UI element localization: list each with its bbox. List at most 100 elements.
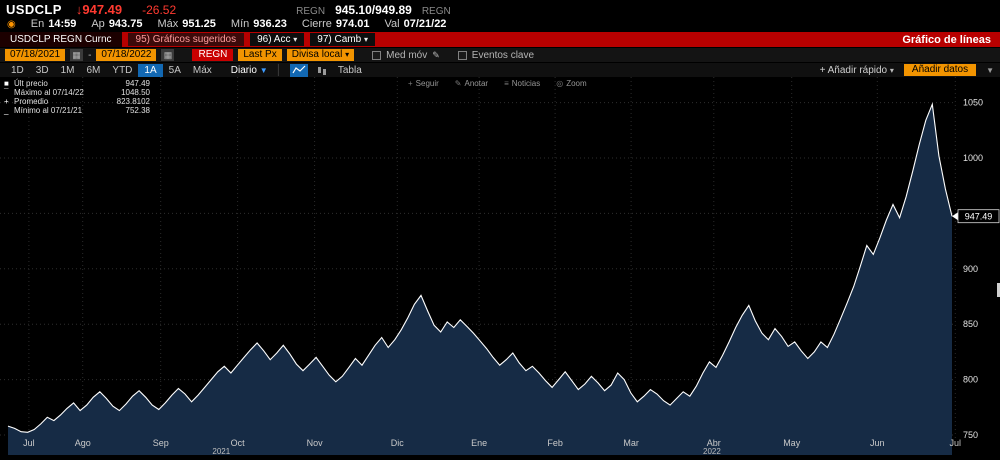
line-chart-icon	[292, 65, 306, 74]
period-buttons: 1D 3D 1M 6M YTD 1A 5A Máx	[5, 63, 218, 77]
source-badge[interactable]: REGN	[192, 49, 234, 61]
currency-select[interactable]: Divisa local ▾	[286, 49, 355, 61]
chevron-down-icon: ▾	[293, 35, 298, 44]
toolbar-dates: 07/18/2021 ▦ - 07/18/2022 ▦ REGN Last Px…	[0, 47, 1000, 62]
table-button[interactable]: Tabla	[337, 64, 362, 76]
period-button-1D[interactable]: 1D	[11, 64, 24, 76]
legend-marker-icon: _	[4, 106, 9, 115]
month-label: Feb	[547, 438, 563, 448]
price-chart[interactable]: 75080085090095010001050JulAgoSepOctNovDi…	[0, 77, 1000, 456]
candlestick-icon	[317, 66, 326, 75]
y-tick-label: 900	[963, 264, 978, 274]
month-label: Abr	[707, 438, 721, 448]
quote-field-val: Val 07/21/22	[384, 18, 447, 30]
anotar-icon: ✎	[454, 79, 462, 88]
chart-tool-anotar[interactable]: ✎ Anotar	[454, 79, 489, 88]
last-price-badge-value: 947.49	[965, 212, 993, 222]
quote-field-cierre: Cierre 974.01	[301, 18, 370, 30]
chevron-down-icon: ▾	[345, 50, 350, 59]
ticker-symbol: USDCLP	[6, 2, 62, 17]
date-from-input[interactable]: 07/18/2021	[5, 49, 66, 61]
page-title: Gráfico de líneas	[902, 33, 991, 46]
quote-fields: En 14:59 Ap 943.75 Máx 951.25 Mín 936.23 Cierre 9…	[31, 18, 447, 30]
chart-legend: ■ Últ precio 947.49 ¯ Máximo al 07/14/22 1048…	[4, 79, 150, 115]
price-source: REGN	[296, 6, 326, 17]
calendar-icon[interactable]: ▦	[161, 49, 175, 61]
month-label: Jul	[950, 438, 962, 448]
scrollbar-thumb[interactable]	[997, 283, 1000, 297]
date-range-dash: -	[88, 49, 92, 61]
noticias-icon: ≡	[504, 79, 509, 88]
month-label: May	[783, 438, 801, 448]
quote-panel: USDCLP ↓947.49 -26.52 REGN 945.10/949.89…	[0, 0, 1000, 32]
chart-tool-noticias[interactable]: ≡ Noticias	[504, 79, 541, 88]
month-label: Jul	[23, 438, 35, 448]
quote-field-máx: Máx 951.25	[157, 18, 216, 30]
chevron-down-icon: ▼	[259, 65, 268, 75]
candle-chart-type-button[interactable]	[313, 64, 331, 77]
key-events-checkbox[interactable]	[457, 50, 467, 60]
compare-menu-button[interactable]: 97) Camb ▾	[310, 33, 375, 46]
chart-toolbar: + Seguir ✎ Anotar ≡ Noticias ◎ Zoom	[408, 79, 587, 88]
period-button-Máx[interactable]: Máx	[192, 64, 212, 76]
bid-ask-source: REGN	[421, 6, 451, 17]
divider: │	[275, 64, 282, 76]
quote-field-mín: Mín 936.23	[230, 18, 287, 30]
seguir-icon: +	[408, 79, 413, 88]
year-label: 2022	[703, 447, 721, 455]
actions-menu-button[interactable]: 96) Acc ▾	[250, 33, 305, 46]
price-area	[8, 104, 952, 456]
plus-icon: +	[819, 64, 826, 76]
quote-field-en: En 14:59	[30, 18, 77, 30]
period-button-1M[interactable]: 1M	[60, 64, 75, 76]
period-button-YTD[interactable]: YTD	[112, 64, 133, 76]
down-arrow-icon: ↓	[75, 2, 83, 17]
month-label: Sep	[153, 438, 169, 448]
legend-marker-icon: +	[4, 97, 9, 106]
line-chart-type-button[interactable]	[289, 63, 308, 77]
security-box[interactable]: USDCLP REGN Curnc	[0, 32, 122, 47]
suggested-charts-button[interactable]: 95) Gráficos sugeridos	[127, 33, 245, 46]
y-tick-label: 850	[963, 319, 978, 329]
month-label: Oct	[231, 438, 246, 448]
chart-tool-seguir[interactable]: + Seguir	[408, 79, 439, 88]
calendar-icon[interactable]: ▦	[70, 49, 84, 61]
period-button-3D[interactable]: 3D	[35, 64, 49, 76]
frequency-select[interactable]: Diario ▼	[230, 64, 268, 76]
chart-tool-zoom[interactable]: ◎ Zoom	[556, 79, 587, 88]
panel-collapse-icon[interactable]: ▼	[986, 65, 994, 75]
chevron-down-icon: ▾	[363, 35, 368, 44]
year-label: 2021	[212, 447, 230, 455]
period-button-1A[interactable]: 1A	[138, 63, 163, 77]
period-button-6M[interactable]: 6M	[86, 64, 101, 76]
price-change: -26.52	[142, 3, 177, 17]
last-price-badge	[957, 209, 1000, 224]
quote-line-2: ◉ En 14:59 Ap 943.75 Máx 951.25 Mín 936.23 Cierr…	[0, 16, 1000, 32]
mov-avg-checkbox[interactable]	[372, 50, 382, 60]
month-label: Mar	[623, 438, 639, 448]
pencil-icon[interactable]: ✎	[432, 49, 440, 60]
legend-marker-icon: ■	[4, 79, 9, 88]
zoom-icon: ◎	[556, 79, 564, 88]
legend-marker-icon: ¯	[4, 88, 9, 97]
mov-avg-label: Med móv	[386, 49, 428, 61]
chevron-down-icon: ▾	[889, 65, 894, 75]
chart-region: 75080085090095010001050JulAgoSepOctNovDi…	[0, 77, 1000, 456]
period-button-5A[interactable]: 5A	[168, 64, 181, 76]
last-price-arrow-icon	[952, 212, 958, 221]
legend-row: ¯ Máximo al 07/14/22 1048.50	[4, 88, 150, 97]
month-label: Ene	[471, 438, 487, 448]
legend-row: _ Mínimo al 07/21/21 752.38	[4, 106, 150, 115]
toolbar-right-group: + Añadir rápido ▾ Añadir datos ▼	[820, 64, 994, 76]
last-price: ↓947.49	[75, 2, 123, 17]
date-to-input[interactable]: 07/18/2022	[96, 49, 157, 61]
quote-field-ap: Ap 943.75	[91, 18, 143, 30]
command-bar: USDCLP REGN Curnc 95) Gráficos sugeridos…	[0, 32, 1000, 47]
key-icon: ◉	[7, 18, 16, 30]
y-tick-label: 1000	[963, 153, 983, 163]
add-quick-button[interactable]: + Añadir rápido ▾	[819, 64, 894, 76]
add-data-button[interactable]: Añadir datos	[903, 64, 977, 76]
price-field-select[interactable]: Last Px	[238, 49, 282, 61]
legend-row: + Promedio 823.8102	[4, 97, 150, 106]
month-label: Nov	[307, 438, 324, 448]
